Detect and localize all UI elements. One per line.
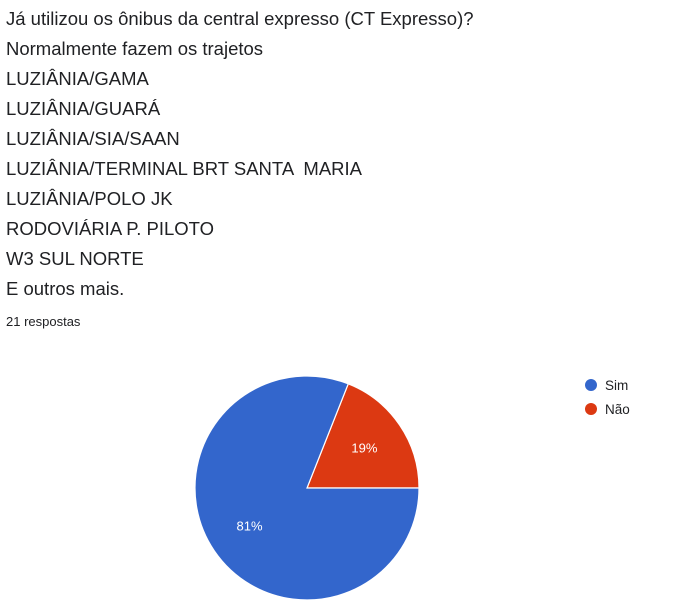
response-count: 21 respostas <box>6 314 81 329</box>
legend-label-nao: Não <box>605 401 630 417</box>
question-line: LUZIÂNIA/GUARÁ <box>6 98 161 119</box>
question-line: LUZIÂNIA/SIA/SAAN <box>6 128 180 149</box>
pie-slice-nao <box>306 383 420 489</box>
pie-label-sim: 81% <box>237 518 263 533</box>
legend-item-nao: Não <box>585 397 630 421</box>
question-line: LUZIÂNIA/TERMINAL BRT SANTA MARIA <box>6 158 363 179</box>
question-line: Já utilizou os ônibus da central express… <box>6 8 474 29</box>
legend-swatch-sim <box>585 379 597 391</box>
question-line: W3 SUL NORTE <box>6 248 144 269</box>
question-line: E outros mais. <box>6 278 125 299</box>
pie-label-nao: 19% <box>351 440 377 455</box>
legend-item-sim: Sim <box>585 373 630 397</box>
question-line: RODOVIÁRIA P. PILOTO <box>6 218 215 239</box>
question-text: Já utilizou os ônibus da central express… <box>6 4 474 304</box>
question-line: LUZIÂNIA/POLO JK <box>6 188 173 209</box>
legend-swatch-nao <box>585 403 597 415</box>
chart-legend: Sim Não <box>585 373 630 421</box>
question-line: Normalmente fazem os trajetos <box>6 38 264 59</box>
legend-label-sim: Sim <box>605 377 629 393</box>
pie-slice-sim <box>194 375 420 601</box>
question-line: LUZIÂNIA/GAMA <box>6 68 149 89</box>
